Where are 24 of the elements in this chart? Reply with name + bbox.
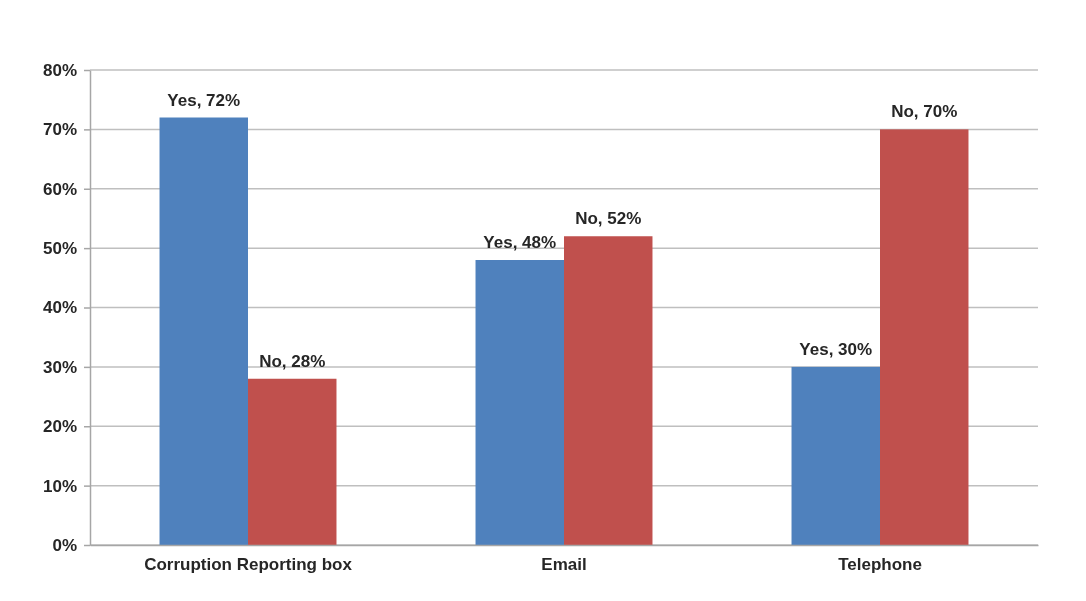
y-tick-label: 0% (52, 535, 77, 555)
bar (564, 236, 653, 545)
y-tick-label: 80% (42, 60, 77, 80)
y-tick-label: 20% (42, 417, 77, 437)
y-tick-label: 60% (42, 179, 77, 199)
data-label: Yes, 72% (167, 90, 241, 110)
data-label: No, 70% (891, 102, 958, 122)
bar (248, 378, 337, 545)
data-label: Yes, 30% (799, 339, 873, 359)
bar (159, 117, 248, 545)
x-tick-label: Telephone (838, 555, 922, 575)
y-tick-label: 30% (42, 357, 77, 377)
y-tick-label: 10% (42, 476, 77, 496)
y-tick-label: 40% (42, 298, 77, 318)
data-label: Yes, 48% (483, 233, 557, 252)
data-label: No, 28% (259, 351, 326, 371)
bar (475, 260, 564, 545)
y-tick-label: 70% (42, 120, 77, 140)
x-tick-label: Corruption Reporting box (144, 555, 353, 575)
data-label: No, 52% (575, 209, 642, 229)
bar (791, 366, 880, 545)
bar (880, 129, 969, 545)
y-tick-label: 50% (42, 239, 77, 259)
x-tick-label: Email (541, 555, 587, 575)
